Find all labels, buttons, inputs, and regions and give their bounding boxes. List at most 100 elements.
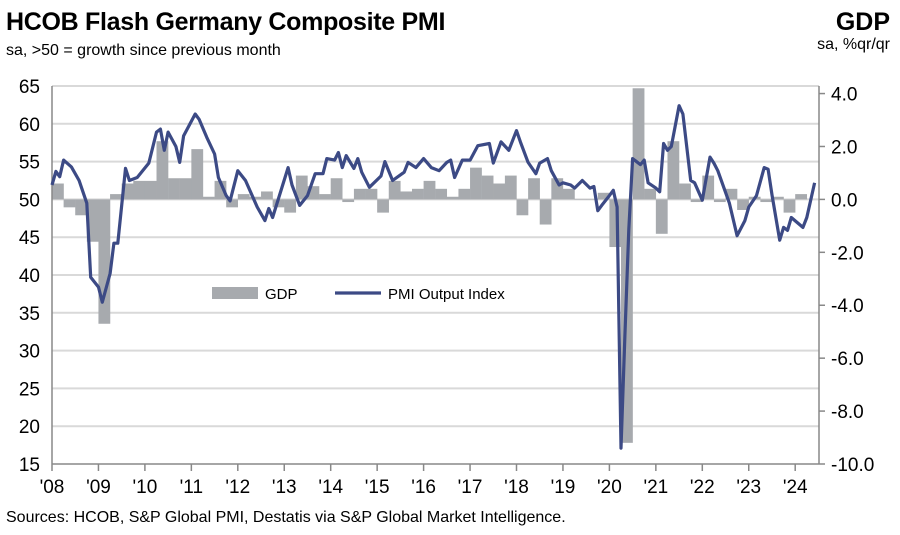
- left-tick-label: 20: [19, 417, 40, 438]
- x-tick-label: '10: [133, 477, 158, 498]
- x-tick-label: '19: [551, 477, 576, 498]
- left-tick-label: 65: [19, 77, 40, 98]
- gdp-bar: [411, 188, 424, 200]
- gdp-bar: [400, 191, 413, 200]
- gdp-bar: [75, 199, 88, 216]
- x-tick-label: '22: [690, 477, 715, 498]
- left-tick-label: 30: [19, 342, 40, 363]
- gdp-bar: [493, 183, 506, 200]
- left-tick-label: 35: [19, 304, 40, 325]
- gdp-bar: [551, 178, 564, 200]
- gdp-bar: [261, 191, 273, 200]
- gdp-bar: [319, 194, 331, 200]
- gdp-bar: [156, 141, 169, 200]
- gdp-bar: [144, 180, 157, 200]
- gdp-bar: [237, 194, 250, 200]
- gdp-bar: [179, 178, 192, 200]
- gdp-bar: [353, 188, 366, 200]
- gdp-bar: [504, 175, 517, 200]
- gdp-bar: [760, 199, 773, 203]
- gdp-bar: [574, 199, 587, 200]
- left-tick-label: 50: [19, 190, 40, 211]
- left-tick-label: 55: [19, 153, 40, 174]
- gdp-bar: [423, 180, 436, 200]
- gdp-bar: [307, 186, 320, 200]
- x-tick-label: '11: [180, 477, 203, 498]
- x-tick-label: '13: [272, 477, 297, 498]
- left-tick-label: 60: [19, 115, 40, 136]
- gdp-bar: [52, 183, 64, 200]
- gdp-bar: [632, 88, 645, 200]
- gdp-bar: [110, 194, 122, 200]
- gdp-bar: [458, 188, 471, 200]
- gdp-bar: [539, 199, 552, 225]
- right-tick-label: -6.0: [831, 349, 864, 370]
- gdp-bar: [168, 178, 180, 200]
- gdp-bar: [226, 199, 238, 208]
- legend-gdp-label: GDP: [265, 286, 298, 303]
- left-tick-label: 25: [19, 379, 40, 400]
- gdp-bar: [377, 199, 389, 213]
- gdp-bar: [446, 196, 459, 200]
- gdp-bar: [295, 175, 308, 200]
- gdp-bar: [562, 188, 575, 200]
- gdp-bar: [737, 199, 749, 210]
- x-tick-label: '09: [86, 477, 111, 498]
- gdp-bar: [771, 196, 784, 200]
- right-tick-label: -2.0: [831, 243, 864, 264]
- gdp-bar: [470, 167, 482, 200]
- x-tick-label: '21: [643, 477, 668, 498]
- right-tick-label: 4.0: [831, 85, 857, 106]
- gdp-bar: [133, 180, 146, 200]
- left-tick-label: 40: [19, 266, 40, 287]
- gdp-bar: [98, 199, 111, 324]
- gdp-bar: [86, 199, 99, 242]
- x-tick-label: '08: [40, 477, 65, 498]
- legend: GDP PMI Output Index: [212, 286, 505, 303]
- gdp-bar: [481, 175, 494, 200]
- gdp-bar: [609, 199, 622, 248]
- x-tick-label: '12: [225, 477, 250, 498]
- x-tick-label: '18: [504, 477, 529, 498]
- gdp-bar: [121, 183, 134, 200]
- gdp-bar: [702, 175, 715, 200]
- gdp-bar: [795, 194, 808, 200]
- chart-title: HCOB Flash Germany Composite PMI: [6, 8, 446, 36]
- x-tick-label: '17: [458, 477, 483, 498]
- gdp-bar: [516, 199, 529, 216]
- gdp-bar: [342, 199, 355, 203]
- gdp-bar: [713, 199, 726, 203]
- gdp-bar: [725, 188, 738, 200]
- legend-pmi-label: PMI Output Index: [388, 286, 505, 303]
- legend-gdp-swatch: [212, 287, 258, 299]
- gdp-bar: [388, 180, 401, 200]
- gdp-bar: [63, 199, 76, 208]
- gdp-bar: [365, 188, 378, 200]
- gdp-bar: [644, 188, 657, 200]
- gdp-bar: [528, 178, 540, 200]
- gdp-bar: [249, 196, 262, 200]
- right-axis-subtitle: sa, %qr/qr: [817, 36, 890, 53]
- right-tick-label: 0.0: [831, 190, 857, 211]
- left-tick-label: 15: [19, 455, 40, 476]
- x-tick-label: '16: [411, 477, 436, 498]
- gdp-bar: [214, 180, 227, 200]
- x-tick-label: '23: [736, 477, 761, 498]
- gdp-bar: [586, 199, 598, 200]
- x-tick-label: '15: [365, 477, 390, 498]
- gdp-bar: [783, 199, 796, 213]
- right-tick-label: 2.0: [831, 137, 857, 158]
- right-tick-label: -10.0: [831, 455, 874, 476]
- left-tick-label: 45: [19, 228, 40, 249]
- gdp-bar: [202, 196, 215, 200]
- x-tick-label: '20: [597, 477, 622, 498]
- chart-subtitle: sa, >50 = growth since previous month: [6, 42, 281, 59]
- gdp-bar: [679, 183, 691, 200]
- gdp-bar: [330, 178, 343, 200]
- right-tick-label: -8.0: [831, 402, 864, 423]
- right-axis-title: GDP: [835, 8, 890, 36]
- gdp-bar: [435, 188, 448, 200]
- gdp-bar: [191, 149, 204, 200]
- right-tick-label: -4.0: [831, 296, 864, 317]
